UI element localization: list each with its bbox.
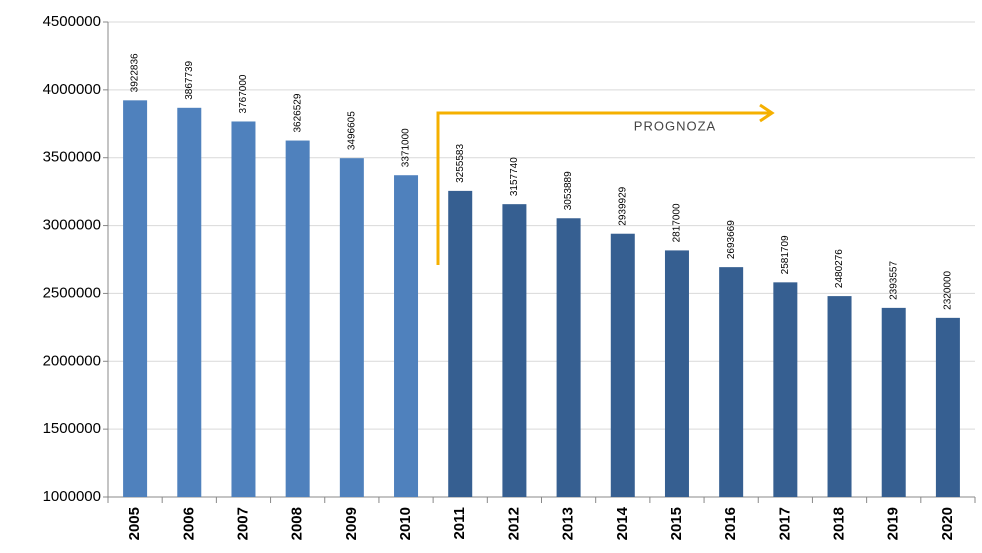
- annotation: PROGNOZA: [634, 118, 716, 133]
- bar: [881, 307, 906, 497]
- value-label: 3867739: [184, 60, 195, 99]
- value-label: 3053889: [563, 171, 574, 210]
- value-label: 3157740: [509, 157, 520, 196]
- value-label: 2581709: [780, 235, 791, 274]
- value-label: 3496605: [346, 111, 357, 150]
- x-tick-label: 2011: [451, 507, 468, 540]
- x-tick-label: 2016: [722, 507, 739, 540]
- x-tick-label: 2015: [668, 507, 685, 540]
- x-tick-label: 2012: [505, 507, 522, 540]
- value-label: 3626529: [292, 93, 303, 132]
- bar: [448, 190, 473, 497]
- value-label: 3371000: [401, 128, 412, 167]
- value-label: 2480276: [834, 249, 845, 288]
- x-tick-label: 2009: [343, 507, 360, 540]
- value-label: 2693669: [726, 220, 737, 259]
- bar: [610, 233, 635, 497]
- x-tick-label: 2008: [289, 507, 306, 540]
- x-tick-label: 2020: [939, 507, 956, 540]
- bar: [231, 121, 256, 497]
- y-tick-label: 4000000: [43, 81, 101, 98]
- bar: [123, 100, 148, 497]
- value-label: 2393557: [888, 261, 899, 300]
- x-tick-label: 2019: [885, 507, 902, 540]
- y-tick-label: 4500000: [43, 13, 101, 30]
- y-tick-label: 2500000: [43, 284, 101, 301]
- value-label: 2320000: [943, 270, 954, 309]
- y-tick-label: 3000000: [43, 217, 101, 234]
- bar: [502, 204, 527, 497]
- bar: [664, 250, 689, 497]
- bar: [935, 317, 960, 497]
- x-tick-label: 2010: [397, 507, 414, 540]
- y-tick-label: 1500000: [43, 420, 101, 437]
- bar: [719, 267, 744, 497]
- value-label: 2939929: [617, 186, 628, 225]
- value-label: 3767000: [238, 74, 249, 113]
- arrow-head: [759, 103, 775, 123]
- y-tick-label: 3500000: [43, 149, 101, 166]
- x-tick-label: 2017: [776, 507, 793, 540]
- x-tick-label: 2018: [831, 507, 848, 540]
- y-tick-label: 1000000: [43, 488, 101, 505]
- bar: [556, 218, 581, 497]
- bar: [773, 282, 798, 497]
- bar: [177, 107, 202, 497]
- bar: [339, 158, 364, 497]
- forecast-arrow: [436, 111, 770, 265]
- value-label: 3922836: [130, 53, 141, 92]
- value-label: 2817000: [672, 203, 683, 242]
- bar: [827, 296, 852, 497]
- x-tick-label: 2006: [180, 507, 197, 540]
- x-tick-label: 2014: [614, 506, 631, 540]
- x-tick-label: 2013: [560, 507, 577, 540]
- x-tick-label: 2007: [234, 507, 251, 540]
- y-tick-label: 2000000: [43, 352, 101, 369]
- x-tick-label: 2005: [126, 507, 143, 540]
- value-label: 3255583: [455, 144, 466, 183]
- bar: [285, 140, 310, 498]
- bar: [394, 175, 419, 497]
